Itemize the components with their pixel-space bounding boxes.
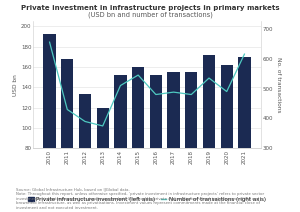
Bar [79,95,91,212]
Bar [220,65,233,212]
Bar [114,75,127,212]
Bar [185,72,197,212]
Legend: Private infrastructure investment (left axis), Number of transactions (right axi: Private infrastructure investment (left … [28,197,266,202]
Text: Private investment in infrastructure projects in primary markets: Private investment in infrastructure pro… [21,5,279,11]
Y-axis label: No. of transactions: No. of transactions [276,57,281,113]
Bar [238,57,250,212]
Bar [132,67,144,212]
Bar [167,72,180,212]
Bar [203,55,215,212]
Text: (USD bn and number of transactions): (USD bn and number of transactions) [88,12,212,18]
Bar [97,108,109,212]
Bar [44,34,56,212]
Bar [150,75,162,212]
Y-axis label: USD bn: USD bn [13,74,18,96]
Bar [61,59,74,212]
Text: Source: Global Infrastructure Hub, based on IJGlobal data.
Note: Throughout this: Source: Global Infrastructure Hub, based… [16,188,265,210]
